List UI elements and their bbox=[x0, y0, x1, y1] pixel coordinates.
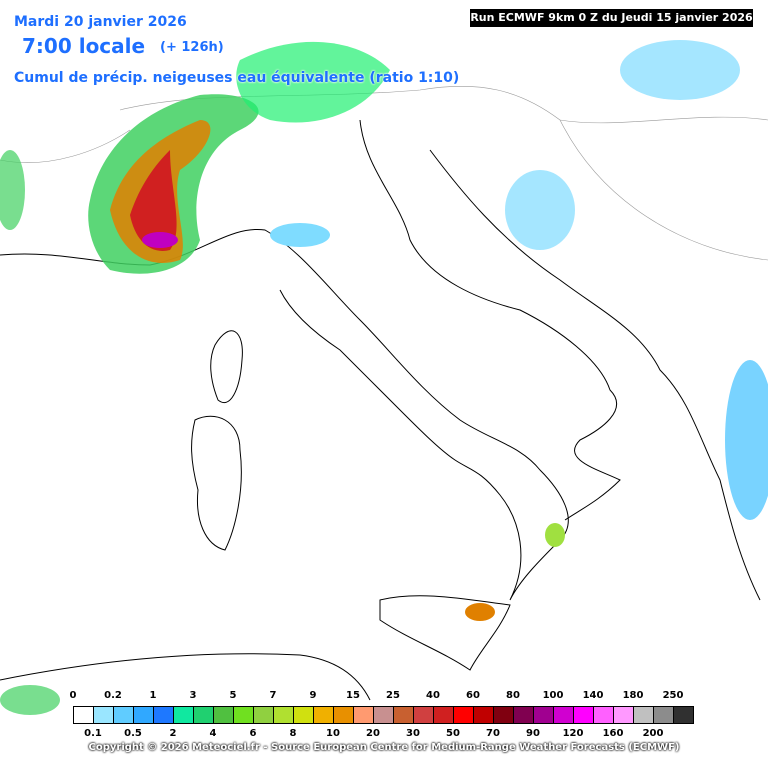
legend-label: 0 bbox=[69, 690, 77, 701]
precip-area bbox=[270, 223, 330, 247]
legend-swatch bbox=[393, 706, 414, 724]
legend: 0 0.1 0.2 0.5 1 2 3 4 5 6 7 8 9 10 15 20 25 30 40 50 60 70 80 9… bbox=[0, 686, 768, 768]
legend-swatch bbox=[633, 706, 654, 724]
legend-label: 0.1 bbox=[84, 728, 102, 739]
precip-area bbox=[130, 150, 177, 251]
legend-label: 90 bbox=[526, 728, 540, 739]
legend-label: 20 bbox=[366, 728, 380, 739]
copyright: Copyright © 2026 Meteociel.fr - Source E… bbox=[88, 742, 680, 753]
legend-swatch bbox=[173, 706, 194, 724]
legend-label: 160 bbox=[602, 728, 624, 739]
legend-swatch bbox=[493, 706, 514, 724]
legend-swatch bbox=[533, 706, 554, 724]
legend-label: 7 bbox=[269, 690, 277, 701]
legend-label: 50 bbox=[446, 728, 460, 739]
legend-swatch bbox=[73, 706, 94, 724]
legend-label: 180 bbox=[622, 690, 644, 701]
precip-area bbox=[236, 41, 390, 123]
legend-label: 100 bbox=[542, 690, 564, 701]
date: Mardi 20 janvier 2026 bbox=[14, 14, 187, 30]
legend-label: 60 bbox=[466, 690, 480, 701]
precip-area bbox=[0, 685, 60, 715]
legend-swatch bbox=[553, 706, 574, 724]
legend-label: 4 bbox=[209, 728, 217, 739]
legend-swatch bbox=[433, 706, 454, 724]
precipitation bbox=[0, 40, 768, 715]
legend-swatch bbox=[233, 706, 254, 724]
legend-swatch bbox=[513, 706, 534, 724]
border bbox=[559, 119, 768, 261]
legend-swatch bbox=[293, 706, 314, 724]
precip-area bbox=[505, 170, 575, 250]
legend-swatch bbox=[213, 706, 234, 724]
legend-swatch bbox=[333, 706, 354, 724]
precip-area bbox=[620, 40, 740, 100]
sicily bbox=[379, 595, 511, 671]
legend-swatch bbox=[653, 706, 674, 724]
legend-label: 1 bbox=[149, 690, 157, 701]
legend-label: 250 bbox=[662, 690, 684, 701]
time: 7:00 locale bbox=[22, 34, 146, 58]
legend-label: 5 bbox=[229, 690, 237, 701]
legend-swatch bbox=[373, 706, 394, 724]
legend-swatch bbox=[313, 706, 334, 724]
legend-label: 40 bbox=[426, 690, 440, 701]
north-africa-coast bbox=[0, 653, 371, 701]
legend-swatch bbox=[673, 706, 694, 724]
legend-label: 25 bbox=[386, 690, 400, 701]
legend-swatch bbox=[453, 706, 474, 724]
legend-swatch bbox=[193, 706, 214, 724]
italy-west-coast bbox=[0, 228, 569, 601]
legend-label: 8 bbox=[289, 728, 297, 739]
legend-label: 70 bbox=[486, 728, 500, 739]
legend-swatch bbox=[113, 706, 134, 724]
legend-swatch bbox=[473, 706, 494, 724]
legend-swatch bbox=[133, 706, 154, 724]
legend-label: 0.2 bbox=[104, 690, 122, 701]
legend-label: 6 bbox=[249, 728, 257, 739]
legend-label: 15 bbox=[346, 690, 360, 701]
precip-area bbox=[725, 360, 768, 520]
legend-swatch bbox=[413, 706, 434, 724]
run-info: Run ECMWF 9km 0 Z du Jeudi 15 janvier 20… bbox=[470, 9, 753, 27]
balkan-coast bbox=[429, 149, 761, 601]
precip-area bbox=[0, 150, 25, 230]
legend-label: 10 bbox=[326, 728, 340, 739]
legend-swatch bbox=[613, 706, 634, 724]
coastlines bbox=[0, 119, 761, 701]
legend-swatch bbox=[593, 706, 614, 724]
legend-label: 80 bbox=[506, 690, 520, 701]
legend-swatch bbox=[273, 706, 294, 724]
legend-swatch bbox=[93, 706, 114, 724]
lead-time: (+ 126h) bbox=[160, 40, 224, 55]
legend-label: 3 bbox=[189, 690, 197, 701]
legend-swatch bbox=[153, 706, 174, 724]
sardinia bbox=[191, 415, 242, 551]
corsica bbox=[210, 330, 243, 403]
precip-area bbox=[142, 232, 178, 248]
legend-label: 120 bbox=[562, 728, 584, 739]
legend-swatch bbox=[353, 706, 374, 724]
precip-area bbox=[545, 523, 565, 547]
legend-label: 30 bbox=[406, 728, 420, 739]
adriatic-coast bbox=[359, 119, 621, 521]
legend-label: 9 bbox=[309, 690, 317, 701]
legend-swatch bbox=[573, 706, 594, 724]
parameter: Cumul de précip. neigeuses eau équivalen… bbox=[14, 70, 460, 86]
legend-label: 2 bbox=[169, 728, 177, 739]
legend-label: 200 bbox=[642, 728, 664, 739]
legend-swatch bbox=[253, 706, 274, 724]
legend-label: 140 bbox=[582, 690, 604, 701]
precip-area bbox=[465, 603, 495, 621]
legend-label: 0.5 bbox=[124, 728, 142, 739]
